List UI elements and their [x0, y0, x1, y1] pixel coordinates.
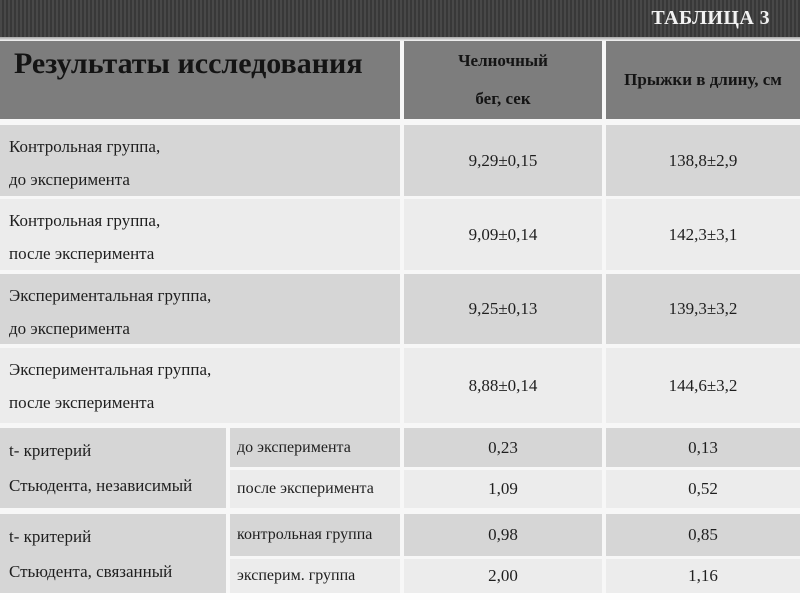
row-label-line1: Контрольная группа,: [9, 211, 161, 230]
table-header-title: Результаты исследования: [0, 41, 400, 119]
long-jump-value: 1,16: [606, 559, 800, 593]
shuttle-run-value: 9,09±0,14: [404, 199, 602, 270]
t-test-group-paired-label: t- критерий Стьюдента, связанный: [0, 514, 226, 593]
top-banner: ТАБЛИЦА 3: [0, 0, 800, 37]
row-label-control-after: Контрольная группа, после эксперимента: [0, 199, 400, 270]
row-label-line1: Экспериментальная группа,: [9, 286, 212, 305]
subrow-label: контрольная группа: [230, 514, 400, 556]
shuttle-run-value: 0,98: [404, 514, 602, 556]
long-jump-value: 0,13: [606, 428, 800, 467]
t-test-label-line2: Стьюдента, связанный: [9, 561, 173, 581]
subrow-label: после эксперимента: [230, 470, 400, 508]
column-header-shuttle-run-line2: бег, сек: [475, 89, 531, 108]
shuttle-run-value: 1,09: [404, 470, 602, 508]
subrow-label: эксперим. группа: [230, 559, 400, 593]
t-test-label-line2: Стьюдента, независимый: [9, 476, 193, 495]
row-label-line1: Экспериментальная группа,: [9, 360, 212, 379]
row-label-line1: Контрольная группа,: [9, 137, 161, 156]
slide-title: ТАБЛИЦА 3: [651, 7, 770, 29]
long-jump-value: 139,3±3,2: [606, 274, 800, 344]
column-header-long-jump-label: Прыжки в длину, см: [624, 70, 782, 89]
row-label-line2: до эксперимента: [9, 319, 130, 338]
results-table: Результаты исследования Челночный бег, с…: [0, 41, 800, 593]
banner-divider: [0, 37, 800, 41]
long-jump-value: 142,3±3,1: [606, 199, 800, 270]
shuttle-run-value: 8,88±0,14: [404, 348, 602, 423]
row-label-experimental-after: Экспериментальная группа, после эксперим…: [0, 348, 400, 423]
long-jump-value: 0,52: [606, 470, 800, 508]
column-header-long-jump: Прыжки в длину, см: [606, 41, 800, 119]
column-header-shuttle-run: Челночный бег, сек: [404, 41, 602, 119]
row-label-line2: после эксперимента: [9, 244, 155, 263]
long-jump-value: 138,8±2,9: [606, 125, 800, 196]
long-jump-value: 0,85: [606, 514, 800, 556]
t-test-label-line1: t- критерий: [9, 441, 92, 460]
shuttle-run-value: 9,25±0,13: [404, 274, 602, 344]
row-label-control-before: Контрольная группа, до эксперимента: [0, 125, 400, 196]
t-test-group-independent-label: t- критерий Стьюдента, независимый: [0, 428, 226, 508]
shuttle-run-value: 2,00: [404, 559, 602, 593]
shuttle-run-value: 0,23: [404, 428, 602, 467]
row-label-line2: после эксперимента: [9, 393, 155, 412]
long-jump-value: 144,6±3,2: [606, 348, 800, 423]
subrow-label: до эксперимента: [230, 428, 400, 467]
row-label-line2: до эксперимента: [9, 170, 130, 189]
column-header-shuttle-run-line1: Челночный: [458, 51, 548, 70]
shuttle-run-value: 9,29±0,15: [404, 125, 602, 196]
t-test-label-line1: t- критерий: [9, 526, 92, 546]
row-label-experimental-before: Экспериментальная группа, до эксперимент…: [0, 274, 400, 344]
